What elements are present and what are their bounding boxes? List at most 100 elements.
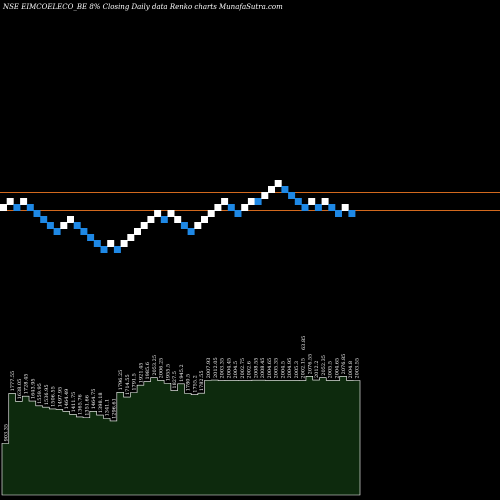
renko-brick-down	[294, 198, 302, 205]
volume-label: 2006.25	[159, 358, 165, 379]
renko-brick-up	[107, 240, 115, 247]
volume-label: 2004.65	[267, 358, 273, 379]
renko-brick-up	[140, 222, 148, 229]
renko-brick-up	[201, 216, 208, 223]
volume-area	[1, 376, 361, 496]
renko-brick-down	[187, 228, 195, 235]
volume-label: 2002.15	[301, 358, 307, 379]
volume-label: 2002.75	[240, 358, 246, 379]
renko-brick-down	[234, 210, 242, 217]
renko-brick-down	[301, 204, 309, 211]
renko-brick-down	[335, 210, 342, 217]
volume-label: 1755.2	[193, 375, 199, 393]
reference-lines	[0, 192, 500, 211]
renko-brick-up	[20, 198, 28, 205]
renko-brick-down	[281, 186, 289, 193]
volume-label: 2052.35	[321, 355, 327, 376]
renko-brick-up	[6, 198, 14, 205]
volume-label: 2007.93	[206, 358, 212, 379]
volume-label: 2076.55	[307, 354, 313, 375]
renko-brick-down	[160, 216, 168, 223]
volume-label: 1777.55	[10, 371, 16, 392]
renko-brick-down	[113, 246, 121, 253]
volume-label: 1791.5	[132, 373, 138, 391]
volume-label: 903.35	[3, 424, 9, 442]
renko-brick-up	[194, 222, 202, 229]
renko-brick-up	[174, 216, 182, 223]
renko-brick-up	[268, 186, 275, 193]
volume-label: 2003.35	[220, 358, 226, 379]
volume-label: 1945.2	[179, 364, 185, 382]
volume-label: 2002.6	[247, 361, 253, 379]
volume-label: 2005.5	[328, 361, 334, 379]
volume-label: 1497.95	[57, 387, 63, 408]
volume-label: 1341.1	[105, 399, 111, 417]
volume-label: 1921.45	[138, 363, 144, 384]
renko-brick-down	[288, 192, 296, 199]
renko-brick-up	[247, 198, 255, 205]
renko-brick-up	[214, 204, 222, 211]
volume-label: 2005.3	[294, 361, 300, 379]
volume-label: 2004.5	[280, 361, 286, 379]
renko-brick-down	[254, 198, 262, 205]
renko-brick-up	[261, 192, 269, 199]
renko-brick-up	[120, 240, 128, 247]
volume-extra-label: 63.85	[301, 336, 307, 350]
volume-label: 1780.5	[186, 374, 192, 392]
volume-label: 2004.65	[334, 358, 340, 379]
volume-step-area	[1, 376, 361, 496]
volume-label: 2004.45	[226, 358, 232, 379]
volume-label: 1464.49	[64, 389, 70, 410]
volume-label: 2012.2	[314, 361, 320, 379]
renko-brick-up	[207, 210, 215, 217]
volume-label: 1464.75	[91, 389, 97, 410]
renko-brick-down	[180, 222, 188, 229]
renko-brick-down	[80, 228, 88, 235]
volume-label: 1728.45	[24, 374, 30, 395]
volume-label: 2004.95	[287, 358, 293, 379]
volume-label: 1365.76	[78, 394, 84, 415]
renko-brick-up	[274, 180, 282, 187]
renko-brick-down	[40, 216, 48, 223]
volume-label: 1714.55	[125, 374, 131, 395]
volume-labels: 903.35 1777.55 1638.05 1728.45 1643.95 1559.9…	[3, 336, 360, 442]
renko-brick-up	[221, 198, 229, 205]
volume-label: 1398.18	[98, 392, 104, 413]
volume-label: 1827.5	[172, 371, 178, 389]
volume-label: 2004.8	[348, 361, 354, 379]
renko-bricks	[0, 180, 356, 253]
volume-label: 1796.25	[118, 370, 124, 391]
renko-brick-down	[328, 204, 336, 211]
renko-brick-down	[26, 204, 34, 211]
volume-label: 1536.95	[44, 384, 50, 405]
volume-label: 1782.55	[199, 370, 205, 391]
volume-label: 1411.75	[71, 392, 77, 413]
volume-label: 2053.25	[152, 355, 158, 376]
renko-brick-down	[87, 234, 95, 241]
renko-brick-up	[241, 204, 249, 211]
renko-brick-up	[341, 204, 349, 211]
volume-label: 2005.35	[274, 358, 280, 379]
volume-label: 1955.5	[165, 364, 171, 382]
volume-label: 1351.66	[84, 395, 90, 416]
volume-label: 2004.5	[233, 361, 239, 379]
renko-brick-down	[73, 222, 81, 229]
volume-label: 1506.55	[51, 386, 57, 407]
renko-brick-up	[308, 198, 316, 205]
volume-label: 1559.95	[37, 383, 43, 404]
volume-label: 2003.55	[355, 358, 361, 379]
renko-brick-down	[33, 210, 41, 217]
renko-brick-down	[46, 222, 54, 229]
renko-brick-down	[93, 240, 101, 247]
renko-brick-down	[314, 204, 322, 211]
volume-label: 2008.45	[260, 358, 266, 379]
renko-brick-up	[0, 204, 7, 211]
volume-label: 2076.85	[341, 354, 347, 375]
volume-label: 1643.95	[30, 378, 36, 399]
renko-brick-up	[67, 216, 74, 223]
volume-label: 1296.61	[111, 398, 117, 419]
renko-brick-down	[348, 210, 356, 217]
renko-brick-up	[134, 228, 141, 235]
renko-brick-up	[321, 198, 329, 205]
